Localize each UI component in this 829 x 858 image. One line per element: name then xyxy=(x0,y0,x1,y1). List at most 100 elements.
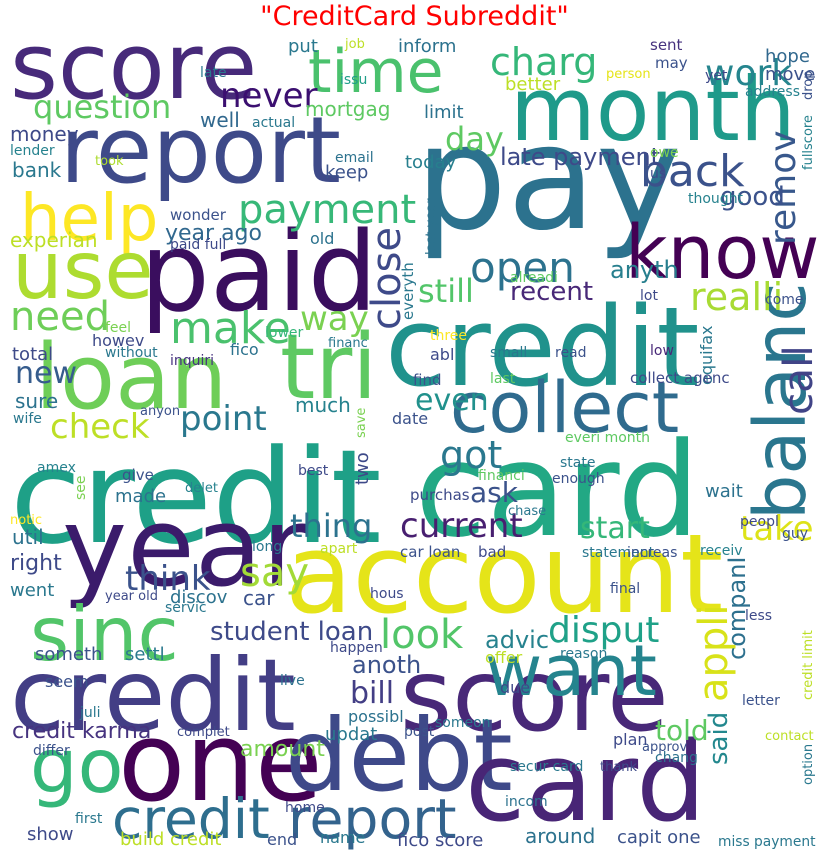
word-got: got xyxy=(440,433,502,477)
word-util: util xyxy=(12,525,44,549)
word-thought: thought xyxy=(688,191,744,207)
word-keep: keep xyxy=(325,162,368,183)
word-approv: approv xyxy=(642,740,687,755)
word-well: well xyxy=(200,108,240,132)
word-day: day xyxy=(445,120,504,158)
word-post: post xyxy=(404,724,435,740)
word-mortgag: mortgag xyxy=(305,97,390,121)
word-late-payment: late payment xyxy=(500,143,660,171)
word-less: less xyxy=(745,608,772,624)
word-late: late xyxy=(200,65,227,81)
word-old: old xyxy=(310,229,334,248)
word-charg: charg xyxy=(490,40,597,84)
word-everi-month: everi month xyxy=(565,430,650,446)
word-wife: wife xyxy=(13,411,42,427)
word-account: account xyxy=(285,510,723,638)
word-find: find xyxy=(413,371,441,389)
word-realli: realli xyxy=(690,275,783,319)
word-card: card xyxy=(415,414,700,566)
word-collect-agenc: collect agenc xyxy=(630,369,730,387)
word-want: want xyxy=(485,630,657,712)
word-final: final xyxy=(610,581,640,597)
word-save: save xyxy=(354,408,369,438)
word-everyth: everyth xyxy=(399,262,417,320)
word-actual: actual xyxy=(252,115,295,131)
word-around: around xyxy=(525,824,595,848)
word-took: took xyxy=(95,154,124,169)
word-end: end xyxy=(267,830,297,849)
word-lower: lower xyxy=(265,325,304,341)
word-anyon: anyon xyxy=(140,404,180,419)
word-inform: inform xyxy=(398,36,456,57)
word-sinc: sinc xyxy=(30,590,179,678)
word-chase: chase xyxy=(508,504,546,519)
word-offer: offer xyxy=(485,648,523,667)
word-even: even xyxy=(415,383,489,418)
word-first: first xyxy=(75,811,103,827)
word-inquiri: inquiri xyxy=(170,353,214,369)
word-updat: updat xyxy=(325,724,377,745)
word-credit-limit: credit limit xyxy=(801,630,816,700)
word-year-old: year old xyxy=(105,589,158,604)
word-issu: issu xyxy=(340,72,367,88)
word-receiv: receiv xyxy=(700,543,743,559)
word-check: check xyxy=(50,407,150,447)
word-possibl: possibl xyxy=(348,707,404,726)
word-think: think xyxy=(125,559,211,599)
word-fullscore: fullscore xyxy=(801,115,816,170)
word-differ: differ xyxy=(33,743,70,759)
word-plan: plan xyxy=(613,730,648,749)
word-chang: chang xyxy=(655,750,698,766)
word-miss-payment: miss payment xyxy=(718,834,816,850)
word-ask: ask xyxy=(470,476,519,509)
word-discov: discov xyxy=(170,587,228,608)
word-come: come xyxy=(765,292,804,308)
word-paid-full: paid full xyxy=(170,237,226,253)
word-small: small xyxy=(490,345,527,361)
word-hope: hope xyxy=(765,46,810,67)
word-peopl: peopl xyxy=(740,514,779,530)
word-payment: payment xyxy=(238,187,416,233)
word-month: month xyxy=(510,58,796,161)
word-tri: tri xyxy=(280,315,377,420)
word-car-loan: car loan xyxy=(400,543,460,561)
word-increas: increas xyxy=(627,545,677,561)
word-good: good xyxy=(720,182,785,212)
word-year: year xyxy=(62,483,308,611)
word-remov: remov xyxy=(763,130,804,245)
word-contact: contact xyxy=(765,729,814,744)
word-much: much xyxy=(295,393,351,417)
word-amount: amount xyxy=(240,737,325,762)
word-right: right xyxy=(10,551,62,576)
word-enough: enough xyxy=(552,471,605,487)
word-move: move xyxy=(765,64,815,85)
word-equifax: equifax xyxy=(697,326,716,386)
word-alreadi: alreadi xyxy=(510,270,558,286)
word-email: email xyxy=(335,150,374,166)
word-credit: credit xyxy=(112,788,270,852)
word-put: put xyxy=(288,36,318,57)
word-way: way xyxy=(300,299,369,339)
word-credit: credit xyxy=(10,637,296,754)
word-capit-one: capit one xyxy=(617,827,701,848)
word-lot: lot xyxy=(640,288,658,304)
word-address: address xyxy=(745,84,800,100)
word-time: time xyxy=(308,37,444,107)
word-guy: guy xyxy=(782,526,808,542)
word-total: total xyxy=(12,344,53,365)
word-sent: sent xyxy=(650,36,683,54)
word-one: one xyxy=(118,698,323,826)
word-advic: advic xyxy=(485,626,549,654)
word-statement: statement xyxy=(582,545,655,561)
word-call: call xyxy=(774,345,822,415)
word-paid: paid xyxy=(140,208,378,336)
word-use: use xyxy=(12,224,154,317)
word-best: best xyxy=(298,463,329,479)
word-sure: sure xyxy=(15,389,58,413)
word-fico: fico xyxy=(230,340,259,359)
word-delet: delet xyxy=(185,481,218,496)
word-long: long xyxy=(252,539,282,555)
word-bad: bad xyxy=(478,543,506,561)
word-anyth: anyth xyxy=(610,256,679,284)
word-close: close xyxy=(364,227,410,330)
